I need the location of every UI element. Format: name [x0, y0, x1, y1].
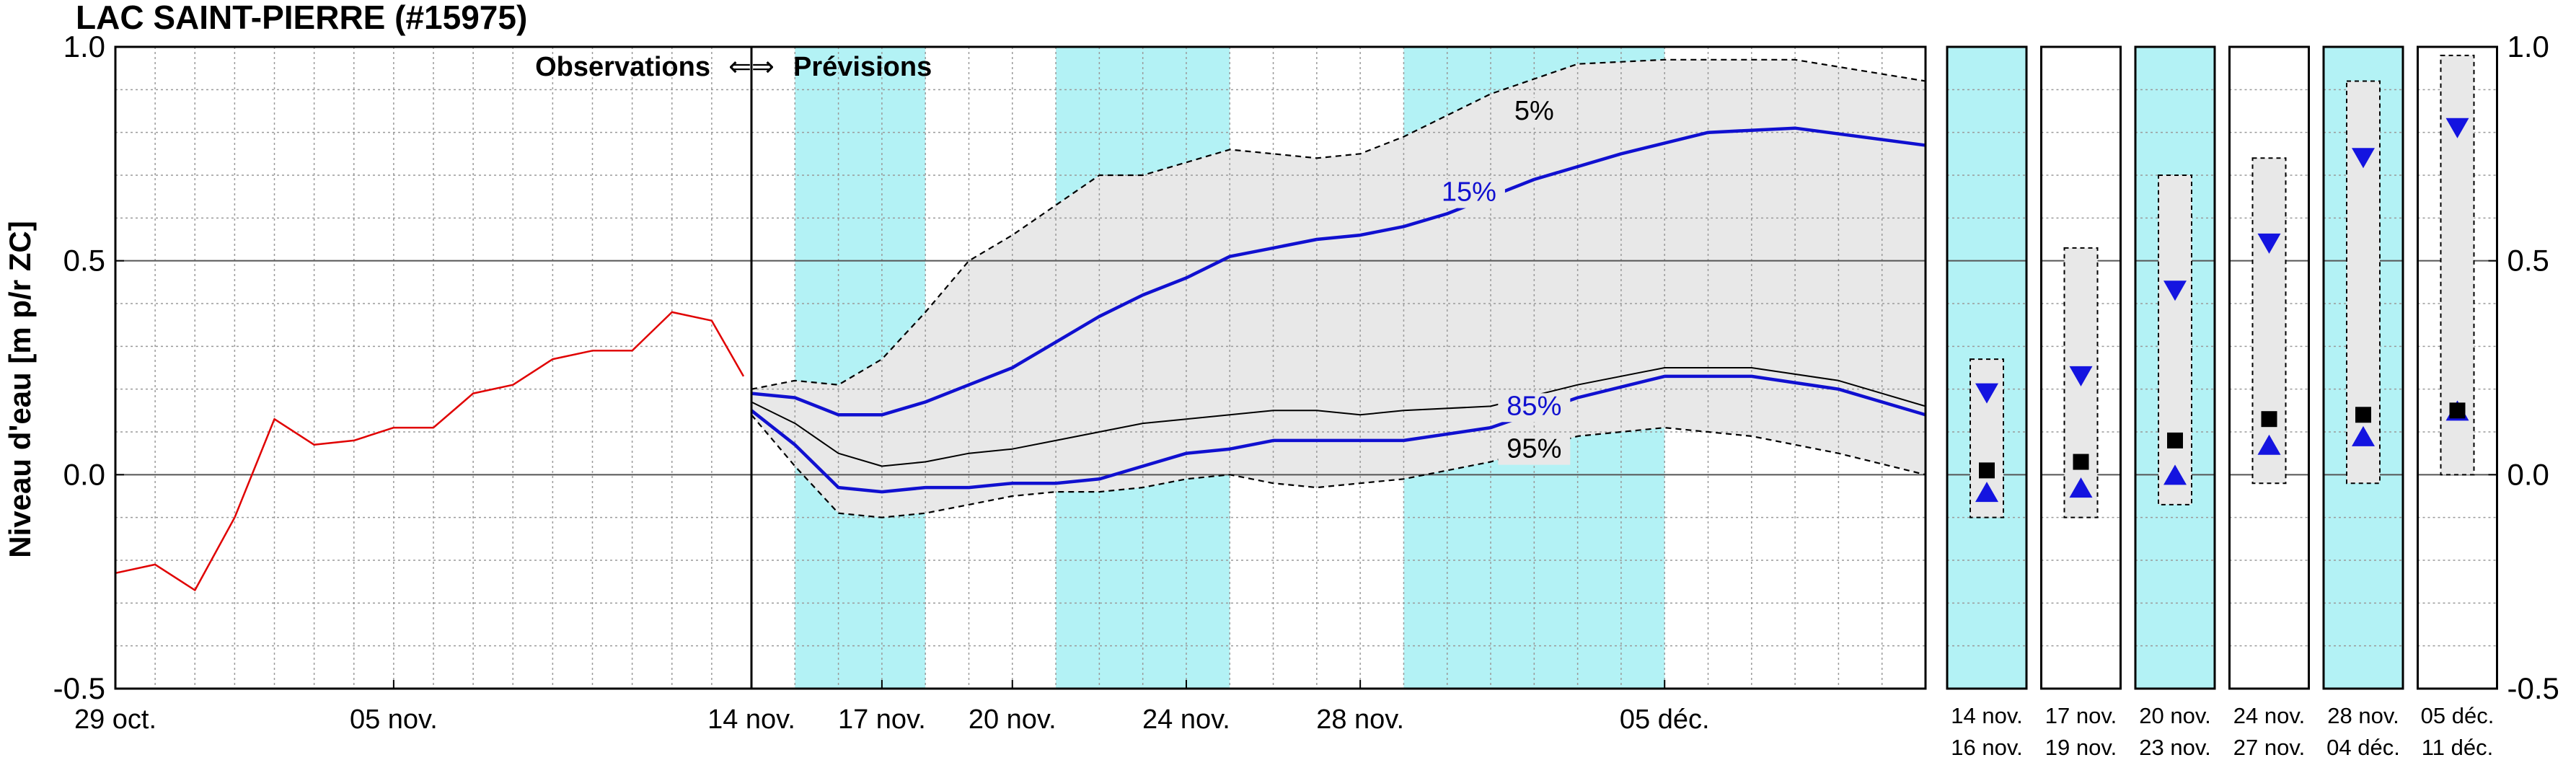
percentile-blue-line	[750, 374, 1926, 494]
down-triangle-marker	[2445, 118, 2469, 138]
forecast-label: Prévisions	[793, 52, 932, 82]
x-tick-label: 14 nov.	[707, 704, 795, 735]
plot-frame	[114, 45, 1927, 690]
y-tick-label: 1.0	[63, 30, 105, 63]
summary-period-end-label: 16 nov.	[1951, 735, 2022, 760]
summary-period-end-label: 23 nov.	[2139, 735, 2210, 760]
right-y-tick-label: -0.5	[2507, 671, 2559, 705]
down-triangle-marker	[2352, 148, 2375, 169]
down-triangle-marker	[1975, 383, 1998, 404]
uncertainty-band	[751, 59, 1926, 518]
main-plot-area: 5% 15% 85% 95% Observations ⇐⇒ Prévisions 1.0 0.…	[53, 30, 1927, 735]
percentile-label: 95%	[1507, 434, 1561, 464]
median-square-marker	[2167, 432, 2183, 449]
percentile-blue-line	[751, 126, 1926, 417]
median-line	[751, 367, 1926, 467]
y-tick-label: 0.5	[63, 244, 105, 278]
x-tick-label: 17 nov.	[838, 704, 926, 735]
summary-range-box	[2251, 157, 2287, 485]
y-tick-label: -0.5	[53, 671, 105, 705]
summary-panel-frame	[1946, 45, 2028, 690]
up-triangle-marker	[1975, 482, 1998, 503]
summary-panel-frame	[2228, 45, 2310, 690]
observations-label: Observations	[535, 52, 710, 82]
down-triangle-marker	[2069, 366, 2093, 386]
median-square-marker	[2449, 402, 2466, 419]
percentile-label-bg	[1498, 393, 1571, 423]
chart-title: LAC SAINT-PIERRE (#15975)	[76, 0, 527, 36]
summary-period-end-label: 27 nov.	[2233, 735, 2305, 760]
summary-range-box	[2346, 80, 2381, 485]
median-square-marker	[2073, 454, 2089, 470]
x-tick-label: 24 nov.	[1142, 704, 1230, 735]
summary-period-start-label: 28 nov.	[2327, 703, 2399, 728]
summary-panel-frame	[2134, 45, 2216, 690]
percentile-label: 85%	[1507, 391, 1561, 421]
percentile-label-bg	[1432, 179, 1505, 208]
x-tick-label: 05 nov.	[350, 704, 438, 735]
right-y-tick-label: 0.0	[2507, 457, 2549, 491]
observed-level-line	[115, 311, 745, 591]
summary-panel-frame	[2417, 45, 2498, 690]
summary-period-start-label: 20 nov.	[2139, 703, 2210, 728]
median-square-marker	[1979, 462, 1995, 479]
double-arrow-glyph: ⇐⇒	[728, 52, 775, 82]
summary-period-end-label: 19 nov.	[2045, 735, 2117, 760]
up-triangle-marker	[2163, 464, 2187, 485]
right-y-tick-label: 0.5	[2507, 244, 2549, 278]
x-tick-label: 29 oct.	[74, 704, 156, 735]
summary-period-start-label: 14 nov.	[1951, 703, 2022, 728]
median-square-marker	[2355, 407, 2371, 423]
percentile-dashed-line	[751, 414, 1926, 518]
summary-range-box	[2158, 174, 2192, 505]
percentile-label: 15%	[1442, 177, 1496, 208]
summary-period-start-label: 05 déc.	[2421, 703, 2495, 728]
y-axis-label: Niveau d'eau [m p/r ZC]	[3, 221, 37, 557]
up-triangle-marker	[2069, 477, 2093, 498]
x-tick-label: 28 nov.	[1316, 704, 1404, 735]
down-triangle-marker	[2163, 280, 2187, 301]
y-tick-label: 0.0	[63, 457, 105, 491]
summary-period-end-label: 11 déc.	[2422, 735, 2493, 760]
summary-period-end-label: 04 déc.	[2326, 735, 2400, 760]
percentile-label-bg	[1498, 97, 1571, 127]
median-square-marker	[2261, 411, 2277, 428]
percentile-label: 5%	[1514, 96, 1554, 126]
x-tick-label: 20 nov.	[969, 704, 1057, 735]
down-triangle-marker	[2257, 233, 2281, 254]
summary-period-start-label: 24 nov.	[2233, 703, 2305, 728]
percentile-label-bg	[1498, 436, 1571, 465]
x-tick-label: 05 déc.	[1620, 704, 1710, 735]
right-y-tick-label: 1.0	[2507, 30, 2549, 63]
weekly-summary-panels: 14 nov. 16 nov. 17 nov. 19 nov. 20 nov. 23 no…	[1946, 45, 2498, 760]
up-triangle-marker	[2257, 434, 2281, 455]
summary-panel-frame	[2322, 45, 2404, 690]
summary-panel-frame	[2040, 45, 2122, 690]
summary-period-start-label: 17 nov.	[2045, 703, 2117, 728]
up-triangle-marker	[2352, 425, 2375, 446]
right-y-axis: 1.0 0.5 0.0 -0.5	[2488, 30, 2559, 705]
